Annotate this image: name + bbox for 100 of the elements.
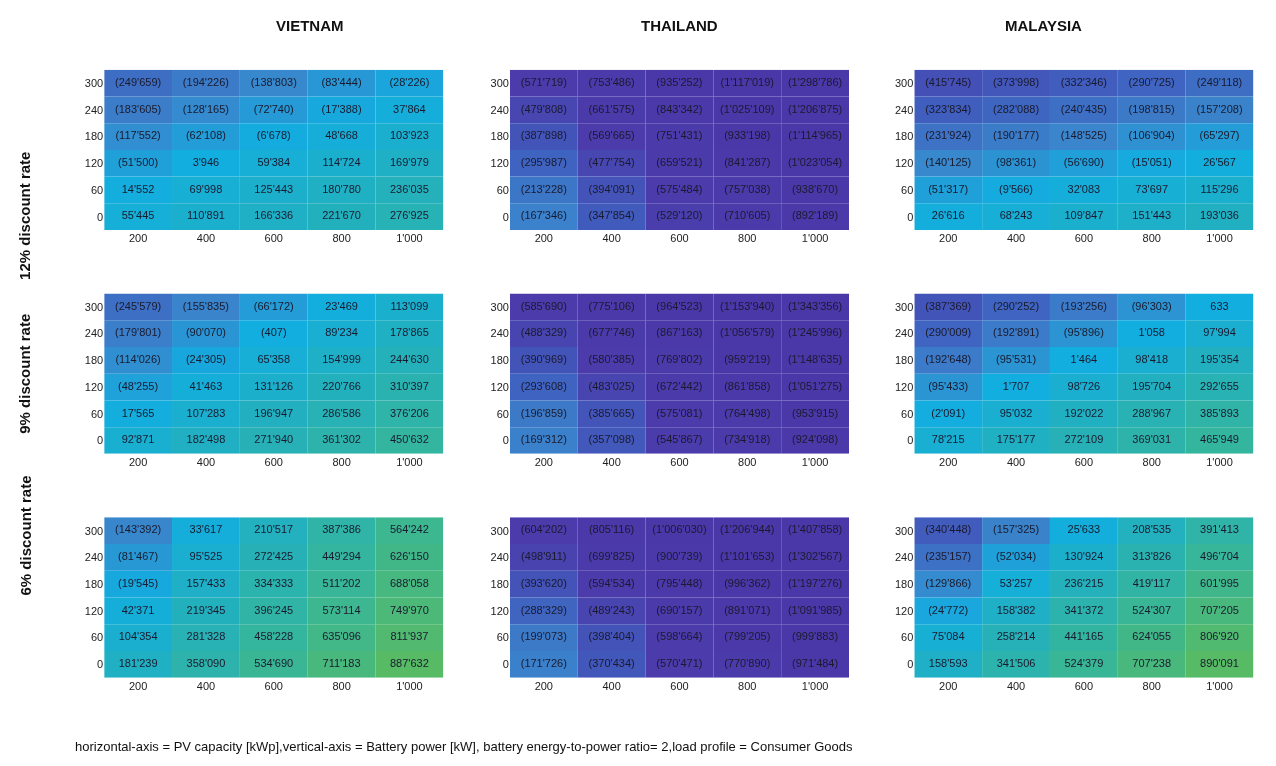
x-tick-label: 400 <box>1006 679 1026 692</box>
data-label: (545'867) <box>656 433 703 446</box>
data-label: (594'534) <box>588 576 635 589</box>
data-label: 450'632 <box>390 433 429 446</box>
data-label: (1'091'985) <box>787 603 843 616</box>
data-label: (1'343'356) <box>787 299 843 312</box>
y-tick-label: 180 <box>84 130 104 143</box>
data-label: (710'605) <box>724 209 771 222</box>
data-label: (213'228) <box>520 182 567 195</box>
data-label: 157'433 <box>186 576 226 589</box>
data-label: 341'506 <box>996 657 1036 670</box>
chart-title: MALAYSIA <box>1005 17 1083 34</box>
data-label: (390'969) <box>520 353 567 366</box>
data-label: (935'252) <box>656 75 703 88</box>
data-label: (128'165) <box>182 102 230 115</box>
data-label: (157'325) <box>992 523 1040 536</box>
data-label: 210'517 <box>254 523 294 536</box>
data-label: 115'296 <box>1200 182 1239 195</box>
data-label: 1'707 <box>1002 379 1030 392</box>
data-label: 55'445 <box>121 209 155 222</box>
y-tick-label: 240 <box>490 327 509 340</box>
y-tick-label: 120 <box>894 157 914 170</box>
data-label: (17'388) <box>321 102 362 115</box>
data-label: (753'486) <box>588 75 635 88</box>
y-tick-label: 60 <box>901 631 914 644</box>
data-label: 107'283 <box>186 406 226 419</box>
x-tick-label: 200 <box>534 455 553 468</box>
data-label: (585'690) <box>520 299 567 312</box>
data-label: (288'329) <box>520 603 567 616</box>
x-tick-label: 200 <box>128 455 148 468</box>
data-label: (52'034) <box>996 550 1037 563</box>
y-tick-label: 60 <box>496 183 509 196</box>
data-label: 341'372 <box>1064 603 1104 616</box>
data-label: 272'109 <box>1064 433 1104 446</box>
x-tick-label: 1'000 <box>801 679 829 692</box>
y-tick-label: 120 <box>84 380 104 393</box>
x-tick-label: 1'000 <box>1206 455 1233 468</box>
data-label: (51'500) <box>118 155 159 168</box>
x-tick-label: 800 <box>738 679 757 692</box>
data-label: (1'023'054) <box>787 155 843 168</box>
data-label: 95'032 <box>999 406 1033 419</box>
data-label: (575'484) <box>656 182 703 195</box>
y-tick-label: 60 <box>90 407 104 420</box>
data-label: (199'073) <box>520 630 567 643</box>
y-tick-label: 120 <box>490 157 509 170</box>
y-tick-label: 240 <box>84 551 104 564</box>
data-label: (385'665) <box>588 406 635 419</box>
data-label: (699'825) <box>588 550 635 563</box>
data-label: 890'091 <box>1200 657 1239 670</box>
y-tick-label: 300 <box>490 76 509 89</box>
y-tick-label: 240 <box>894 103 914 116</box>
data-label: 376'206 <box>390 406 429 419</box>
data-label: (66'172) <box>253 299 294 312</box>
x-tick-label: 600 <box>264 455 283 468</box>
data-label: 32'083 <box>1067 182 1101 195</box>
data-label: 110'891 <box>186 209 225 222</box>
y-tick-label: 300 <box>490 524 509 537</box>
data-label: 334'333 <box>254 576 294 589</box>
data-label: (72'740) <box>253 102 294 115</box>
data-label: 361'302 <box>322 433 361 446</box>
data-label: 26'567 <box>1203 155 1236 168</box>
data-label: 496'704 <box>1200 550 1239 563</box>
x-tick-label: 400 <box>1006 455 1026 468</box>
data-label: 89'234 <box>325 326 358 339</box>
data-label: (282'088) <box>992 102 1040 115</box>
x-tick-label: 400 <box>196 455 216 468</box>
data-label: (106'904) <box>1128 129 1175 142</box>
data-label: (477'754) <box>588 155 635 168</box>
data-label: 271'940 <box>254 433 294 446</box>
data-label: (48'255) <box>118 379 159 392</box>
data-label: 524'379 <box>1064 657 1104 670</box>
x-tick-label: 200 <box>534 232 553 245</box>
data-label: (190'177) <box>992 129 1040 142</box>
x-tick-label: 800 <box>738 232 757 245</box>
data-label: 37'864 <box>393 102 426 115</box>
data-label: 3'946 <box>192 155 220 168</box>
x-tick-label: 400 <box>602 232 621 245</box>
data-label: (1'051'275) <box>787 379 843 392</box>
x-tick-label: 800 <box>332 232 351 245</box>
x-tick-label: 600 <box>264 232 283 245</box>
y-tick-label: 60 <box>496 631 509 644</box>
data-label: 25'633 <box>1067 523 1101 536</box>
y-tick-label: 60 <box>901 407 914 420</box>
data-label: (347'854) <box>588 209 635 222</box>
chart-title: THAILAND <box>641 17 718 34</box>
data-label: (90'070) <box>185 326 226 339</box>
data-label: 75'084 <box>931 630 965 643</box>
data-label: (799'205) <box>724 630 771 643</box>
x-tick-label: 600 <box>264 679 283 692</box>
data-label: 97'994 <box>1203 326 1236 339</box>
y-tick-label: 0 <box>502 658 509 671</box>
data-label: (971'484) <box>792 657 839 670</box>
data-label: (415'745) <box>925 75 972 88</box>
data-label: (249'118) <box>1196 75 1243 88</box>
data-label: 95'525 <box>189 550 223 563</box>
data-label: 573'114 <box>322 603 361 616</box>
data-label: 78'215 <box>931 433 965 446</box>
data-label: (138'803) <box>250 75 297 88</box>
data-label: (580'385) <box>588 353 635 366</box>
data-label: (1'153'940) <box>720 299 775 312</box>
